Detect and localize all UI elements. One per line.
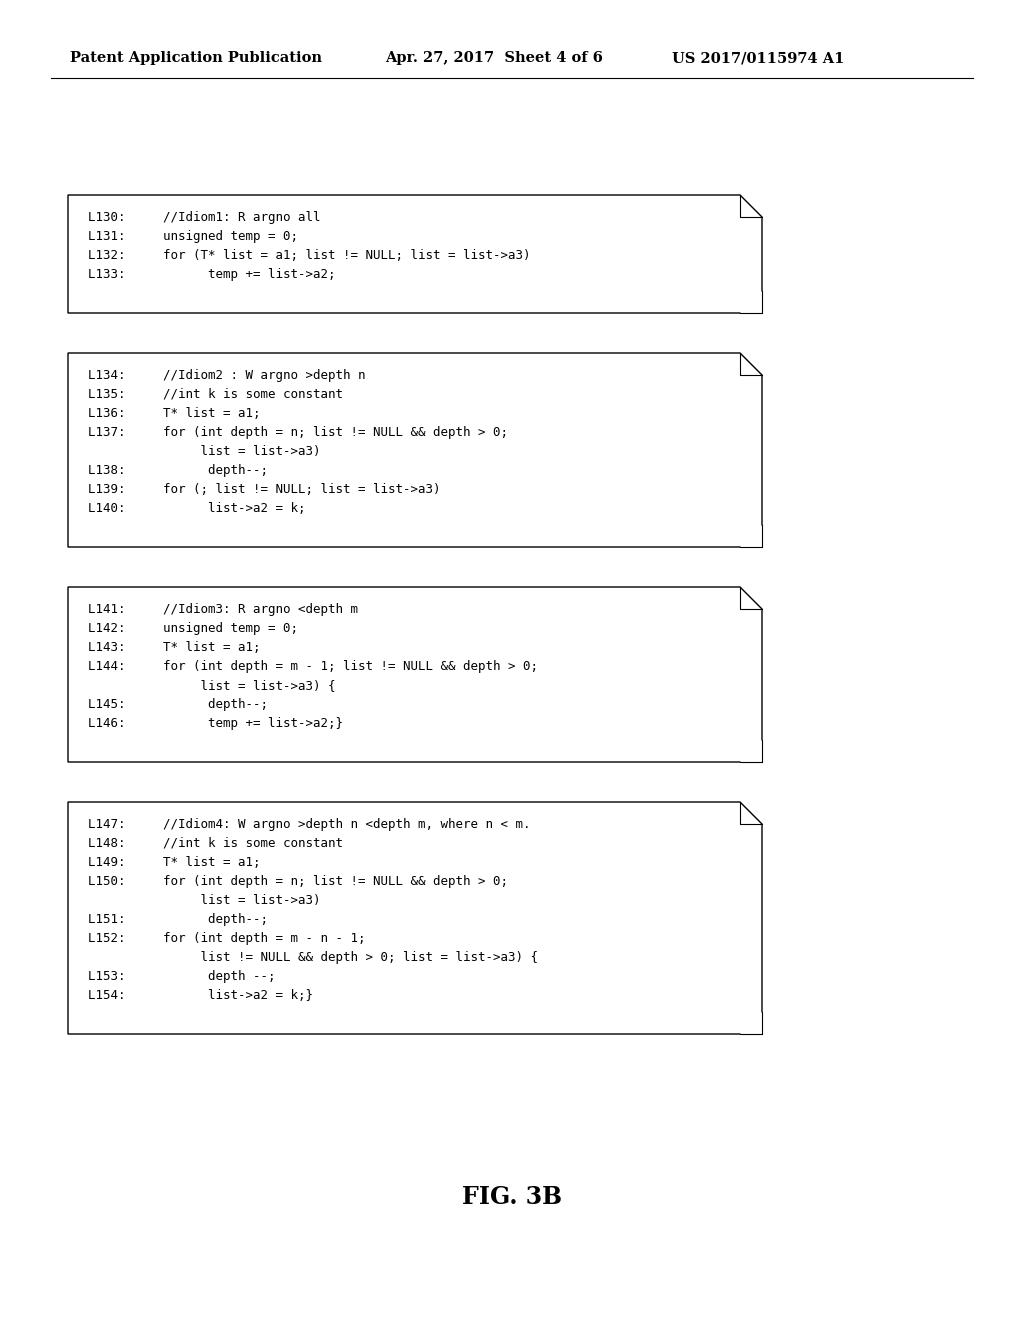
Polygon shape xyxy=(740,1012,762,1034)
Polygon shape xyxy=(68,195,762,313)
Polygon shape xyxy=(740,741,762,762)
Text: L142:     unsigned temp = 0;: L142: unsigned temp = 0; xyxy=(88,622,298,635)
Text: L148:     //int k is some constant: L148: //int k is some constant xyxy=(88,837,343,850)
Text: list != NULL && depth > 0; list = list->a3) {: list != NULL && depth > 0; list = list->… xyxy=(88,950,538,964)
Text: list = list->a3) {: list = list->a3) { xyxy=(88,678,336,692)
Polygon shape xyxy=(740,290,762,313)
Polygon shape xyxy=(68,803,762,1034)
Text: L151:           depth--;: L151: depth--; xyxy=(88,913,268,925)
Text: L147:     //Idiom4: W argno >depth n <depth m, where n < m.: L147: //Idiom4: W argno >depth n <depth … xyxy=(88,818,530,830)
Text: L144:     for (int depth = m - 1; list != NULL && depth > 0;: L144: for (int depth = m - 1; list != NU… xyxy=(88,660,538,673)
Text: L149:     T* list = a1;: L149: T* list = a1; xyxy=(88,855,260,869)
Polygon shape xyxy=(68,587,762,762)
Text: L134:     //Idiom2 : W argno >depth n: L134: //Idiom2 : W argno >depth n xyxy=(88,368,366,381)
Text: L140:           list->a2 = k;: L140: list->a2 = k; xyxy=(88,502,305,515)
Text: Patent Application Publication: Patent Application Publication xyxy=(70,51,322,65)
Text: L141:     //Idiom3: R argno <depth m: L141: //Idiom3: R argno <depth m xyxy=(88,603,358,616)
Text: L153:           depth --;: L153: depth --; xyxy=(88,970,275,983)
Text: L150:     for (int depth = n; list != NULL && depth > 0;: L150: for (int depth = n; list != NULL &… xyxy=(88,875,508,888)
Text: L132:     for (T* list = a1; list != NULL; list = list->a3): L132: for (T* list = a1; list != NULL; l… xyxy=(88,249,530,261)
Text: L139:     for (; list != NULL; list = list->a3): L139: for (; list != NULL; list = list->… xyxy=(88,483,440,496)
Text: L154:           list->a2 = k;}: L154: list->a2 = k;} xyxy=(88,989,313,1002)
Text: US 2017/0115974 A1: US 2017/0115974 A1 xyxy=(672,51,845,65)
Text: L135:     //int k is some constant: L135: //int k is some constant xyxy=(88,388,343,401)
Text: list = list->a3): list = list->a3) xyxy=(88,445,321,458)
Text: L136:     T* list = a1;: L136: T* list = a1; xyxy=(88,407,260,420)
Text: list = list->a3): list = list->a3) xyxy=(88,894,321,907)
Text: L137:     for (int depth = n; list != NULL && depth > 0;: L137: for (int depth = n; list != NULL &… xyxy=(88,426,508,438)
Polygon shape xyxy=(68,352,762,546)
Text: L138:           depth--;: L138: depth--; xyxy=(88,463,268,477)
Text: L130:     //Idiom1: R argno all: L130: //Idiom1: R argno all xyxy=(88,211,321,224)
Text: L143:     T* list = a1;: L143: T* list = a1; xyxy=(88,642,260,653)
Text: L133:           temp += list->a2;: L133: temp += list->a2; xyxy=(88,268,336,281)
Text: L146:           temp += list->a2;}: L146: temp += list->a2;} xyxy=(88,717,343,730)
Text: FIG. 3B: FIG. 3B xyxy=(462,1185,562,1209)
Text: L145:           depth--;: L145: depth--; xyxy=(88,698,268,711)
Text: L152:     for (int depth = m - n - 1;: L152: for (int depth = m - n - 1; xyxy=(88,932,366,945)
Text: Apr. 27, 2017  Sheet 4 of 6: Apr. 27, 2017 Sheet 4 of 6 xyxy=(385,51,603,65)
Text: L131:     unsigned temp = 0;: L131: unsigned temp = 0; xyxy=(88,230,298,243)
Polygon shape xyxy=(740,525,762,546)
